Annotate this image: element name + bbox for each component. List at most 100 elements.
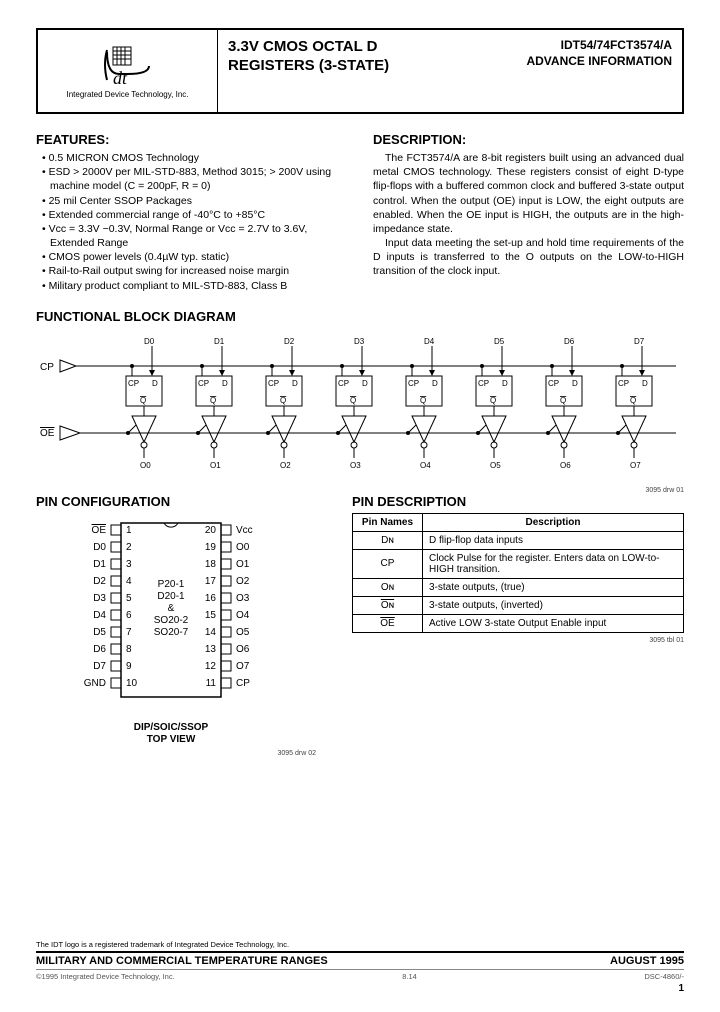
page-footer: The IDT logo is a registered trademark o… [36, 940, 684, 994]
svg-text:O2: O2 [236, 576, 250, 587]
svg-text:O1: O1 [236, 559, 250, 570]
svg-text:O7: O7 [630, 461, 641, 470]
pin-desc-heading: PIN DESCRIPTION [352, 494, 684, 509]
svg-text:D6: D6 [564, 337, 575, 346]
svg-text:20: 20 [205, 525, 217, 536]
block-diagram-drw: 3095 drw 01 [36, 487, 684, 494]
svg-text:18: 18 [205, 559, 217, 570]
svg-text:O5: O5 [236, 627, 250, 638]
pin-description-section: PIN DESCRIPTION Pin Names Description Dɴ… [352, 494, 684, 757]
svg-text:CP: CP [268, 379, 279, 388]
svg-text:1: 1 [126, 525, 132, 536]
svg-text:CP: CP [128, 379, 139, 388]
svg-text:12: 12 [205, 661, 217, 672]
pin-config-heading: PIN CONFIGURATION [36, 494, 326, 509]
svg-text:D4: D4 [93, 610, 106, 621]
svg-text:D1: D1 [93, 559, 106, 570]
block-diagram-heading: FUNCTIONAL BLOCK DIAGRAM [36, 309, 684, 324]
svg-text:O5: O5 [490, 461, 501, 470]
pin-name-cell: Dɴ [353, 531, 423, 549]
svg-text:D4: D4 [424, 337, 435, 346]
doc-title: 3.3V CMOS OCTAL D REGISTERS (3-STATE) [228, 38, 526, 76]
svg-text:CP: CP [198, 379, 209, 388]
svg-text:D: D [152, 379, 158, 388]
svg-text:O3: O3 [236, 593, 250, 604]
title-line-2: REGISTERS (3-STATE) [228, 57, 526, 76]
svg-text:D3: D3 [93, 593, 106, 604]
svg-text:Q: Q [560, 396, 566, 405]
feature-item: 25 mil Center SSOP Packages [42, 194, 347, 208]
svg-text:D3: D3 [354, 337, 365, 346]
svg-text:7: 7 [126, 627, 132, 638]
svg-text:O0: O0 [236, 542, 250, 553]
svg-text:D1: D1 [214, 337, 225, 346]
advance-info: ADVANCE INFORMATION [526, 54, 672, 70]
footer-right: AUGUST 1995 [610, 955, 684, 967]
pin-name-cell: Oɴ [353, 596, 423, 614]
logo-cell: dt Integrated Device Technology, Inc. [38, 30, 218, 112]
doc-partinfo: IDT54/74FCT3574/A ADVANCE INFORMATION [526, 38, 672, 69]
svg-text:4: 4 [126, 576, 132, 587]
svg-text:CP: CP [408, 379, 419, 388]
pin-name-cell: Oɴ [353, 578, 423, 596]
svg-text:15: 15 [205, 610, 217, 621]
svg-text:D: D [502, 379, 508, 388]
page-number: 1 [36, 983, 684, 994]
svg-text:13: 13 [205, 644, 217, 655]
pin-config-drw: 3095 drw 02 [36, 750, 316, 757]
svg-text:Vcc: Vcc [236, 525, 253, 536]
svg-text:CP: CP [40, 362, 54, 373]
svg-text:Q: Q [350, 396, 356, 405]
trademark-note: The IDT logo is a registered trademark o… [36, 940, 684, 953]
description-p1: The FCT3574/A are 8-bit registers built … [373, 151, 684, 236]
svg-text:17: 17 [205, 576, 217, 587]
block-diagram-svg: CP OE D0CPDQO0D1CPDQO1D2CPDQO2D3CPDQO3D4… [36, 330, 684, 480]
svg-text:3: 3 [126, 559, 132, 570]
svg-text:CP: CP [618, 379, 629, 388]
features-description-row: FEATURES: 0.5 MICRON CMOS TechnologyESD … [36, 132, 684, 293]
svg-text:SO20-7: SO20-7 [154, 627, 189, 638]
svg-text:D: D [362, 379, 368, 388]
svg-text:O6: O6 [236, 644, 250, 655]
svg-text:D5: D5 [93, 627, 106, 638]
svg-text:Q: Q [420, 396, 426, 405]
features-list: 0.5 MICRON CMOS TechnologyESD > 2000V pe… [36, 151, 347, 293]
svg-text:dt: dt [113, 68, 128, 88]
part-number: IDT54/74FCT3574/A [526, 38, 672, 54]
footer-copyright: ©1995 Integrated Device Technology, Inc. [36, 972, 175, 981]
table-row: Oɴ3-state outputs, (true) [353, 578, 684, 596]
feature-item: Military product compliant to MIL-STD-88… [42, 279, 347, 293]
svg-text:D0: D0 [93, 542, 106, 553]
table-row: OEActive LOW 3-state Output Enable input [353, 614, 684, 632]
svg-text:Q: Q [630, 396, 636, 405]
feature-item: ESD > 2000V per MIL-STD-883, Method 3015… [42, 165, 347, 193]
pin-desc-cell: 3-state outputs, (true) [423, 578, 684, 596]
pin-desc-cell: Active LOW 3-state Output Enable input [423, 614, 684, 632]
svg-text:D: D [222, 379, 228, 388]
svg-text:Q: Q [140, 396, 146, 405]
table-row: DɴD flip-flop data inputs [353, 531, 684, 549]
features-section: FEATURES: 0.5 MICRON CMOS TechnologyESD … [36, 132, 347, 293]
svg-text:D7: D7 [634, 337, 645, 346]
feature-item: Vcc = 3.3V −0.3V, Normal Range or Vcc = … [42, 222, 347, 250]
pin-desc-cell: Clock Pulse for the register. Enters dat… [423, 549, 684, 578]
description-p2: Input data meeting the set-up and hold t… [373, 236, 684, 279]
footer-section: 8.14 [402, 972, 417, 981]
svg-text:O2: O2 [280, 461, 291, 470]
svg-text:8: 8 [126, 644, 132, 655]
svg-text:CP: CP [478, 379, 489, 388]
svg-text:2: 2 [126, 542, 132, 553]
feature-item: Rail-to-Rail output swing for increased … [42, 264, 347, 278]
pin-desc-drw: 3095 tbl 01 [352, 637, 684, 644]
footer-doc: DSC-4860/- [644, 972, 684, 981]
svg-text:O3: O3 [350, 461, 361, 470]
svg-text:D20-1: D20-1 [157, 591, 185, 602]
svg-text:D: D [432, 379, 438, 388]
svg-text:D6: D6 [93, 644, 106, 655]
title-line-1: 3.3V CMOS OCTAL D [228, 38, 526, 57]
svg-text:5: 5 [126, 593, 132, 604]
svg-text:GND: GND [84, 678, 106, 689]
header-box: dt Integrated Device Technology, Inc. 3.… [36, 28, 684, 114]
chip-caption-1: DIP/SOIC/SSOP [66, 722, 276, 734]
svg-text:D: D [642, 379, 648, 388]
